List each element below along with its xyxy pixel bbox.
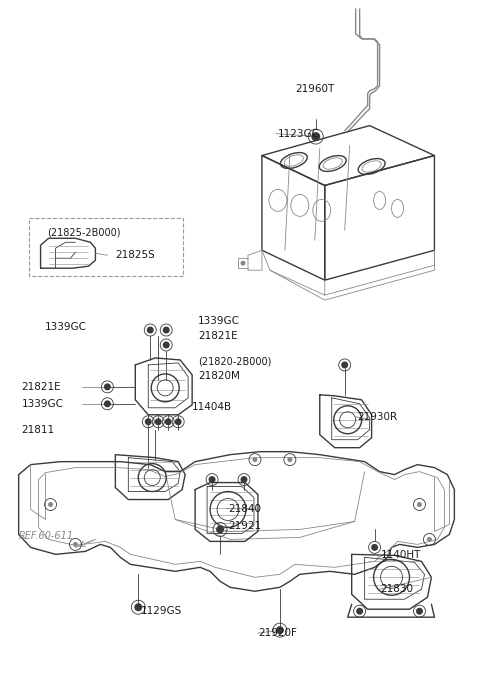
Circle shape [288,457,292,462]
Circle shape [134,603,142,611]
Text: 21825S: 21825S [115,250,155,260]
Text: 1339GC: 1339GC [45,322,86,332]
Circle shape [356,608,363,615]
Circle shape [209,476,216,483]
Circle shape [163,326,170,334]
Circle shape [240,476,248,483]
Circle shape [371,544,378,551]
Circle shape [147,326,154,334]
Circle shape [175,419,181,425]
Text: REF.60-611: REF.60-611 [19,531,74,541]
Circle shape [163,342,170,348]
Text: 21921: 21921 [228,522,261,532]
FancyBboxPatch shape [29,218,183,276]
Circle shape [276,626,284,634]
Circle shape [341,361,348,369]
Text: 1129GS: 1129GS [141,606,182,616]
Text: 21960T: 21960T [295,84,334,94]
Text: 11404B: 11404B [192,402,232,412]
Text: (21820-2B000): (21820-2B000) [198,357,272,367]
Text: 21820M: 21820M [198,371,240,381]
Circle shape [252,457,257,462]
Text: 21930R: 21930R [358,412,398,422]
Circle shape [104,400,111,407]
Text: 1140HT: 1140HT [381,551,421,560]
Text: 1339GC: 1339GC [198,316,240,326]
Text: 21830: 21830 [381,584,414,594]
Text: 1123GC: 1123GC [278,129,320,139]
Circle shape [240,261,245,266]
Circle shape [165,419,172,425]
Text: 21920F: 21920F [258,628,297,638]
Text: 21821E: 21821E [22,382,61,392]
Text: 21821E: 21821E [198,331,238,341]
Circle shape [216,526,224,533]
Circle shape [145,419,152,425]
Text: (21825-2B000): (21825-2B000) [48,227,121,237]
Text: 21840: 21840 [228,503,261,514]
Circle shape [417,502,422,507]
Circle shape [104,384,111,390]
Circle shape [312,132,320,141]
Circle shape [427,537,432,542]
Text: 1339GC: 1339GC [22,399,64,409]
Circle shape [416,608,423,615]
Circle shape [48,502,53,507]
Circle shape [155,419,162,425]
Circle shape [73,542,78,547]
Text: 21811: 21811 [22,425,55,435]
